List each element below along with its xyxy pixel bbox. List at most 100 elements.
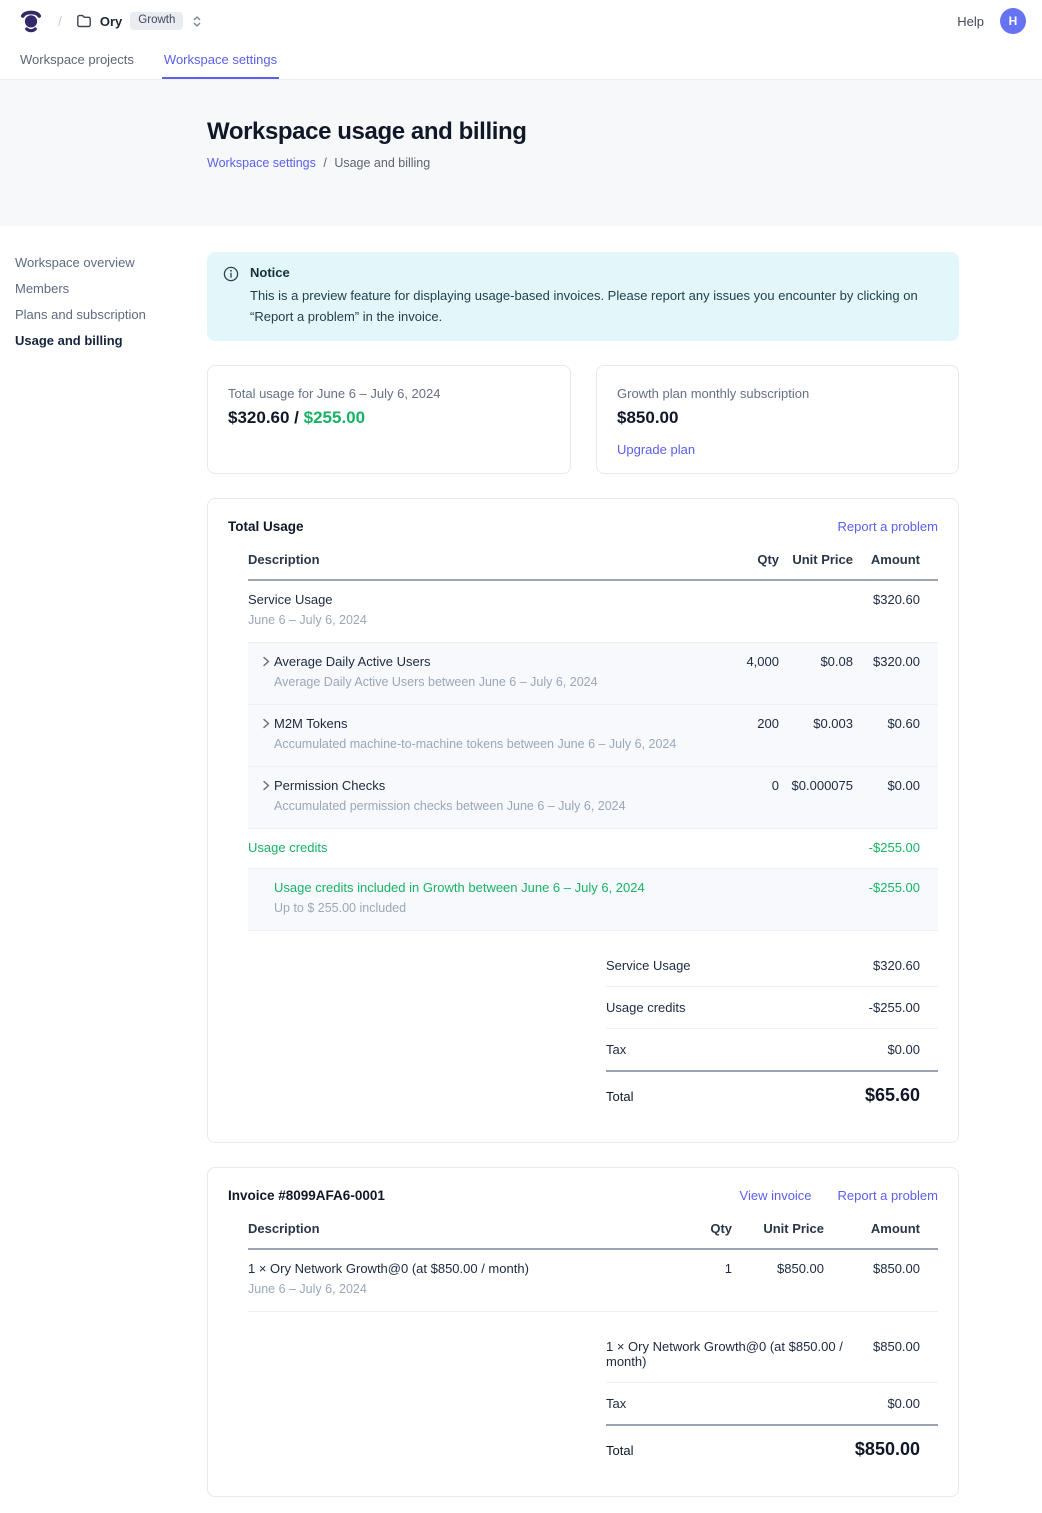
row-subtitle: Up to $ 255.00 included: [274, 901, 689, 917]
row-qty: 0: [689, 778, 779, 794]
report-a-problem-link[interactable]: Report a problem: [838, 519, 938, 534]
summary-row-total: Total $850.00: [606, 1426, 938, 1460]
row-description: 1 × Ory Network Growth@0 (at $850.00 / m…: [248, 1261, 642, 1298]
workspace-name: Ory: [100, 14, 122, 29]
row-unit-price: $0.003: [779, 716, 853, 732]
row-subtitle: Accumulated machine-to-machine tokens be…: [274, 737, 676, 753]
view-invoice-link[interactable]: View invoice: [740, 1188, 812, 1203]
plan-badge: Growth: [130, 12, 183, 30]
report-a-problem-link[interactable]: Report a problem: [838, 1188, 938, 1203]
help-link[interactable]: Help: [957, 14, 984, 29]
notice-banner: Notice This is a preview feature for dis…: [207, 252, 959, 341]
expand-row-button[interactable]: [248, 654, 274, 667]
ory-logo-icon[interactable]: [18, 8, 44, 34]
row-unit-price: $0.08: [779, 654, 853, 670]
table-row-average-daily-active-users: Average Daily Active Users Average Daily…: [248, 643, 938, 705]
summary-value: $850.00: [873, 1339, 938, 1369]
row-title: Permission Checks: [274, 778, 626, 794]
total-usage-card-label: Total usage for June 6 – July 6, 2024: [228, 386, 550, 401]
row-unit-price: $850.00: [732, 1261, 824, 1277]
total-value: $850.00: [855, 1439, 938, 1460]
total-label: Total: [606, 1443, 633, 1458]
row-amount: $850.00: [824, 1261, 938, 1277]
row-description: Usage credits included in Growth between…: [248, 880, 689, 917]
total-label: Total: [606, 1089, 633, 1104]
summary-label: Tax: [606, 1396, 626, 1411]
summary-value: $0.00: [887, 1396, 938, 1411]
user-avatar[interactable]: H: [1000, 8, 1026, 34]
row-unit-price: $0.000075: [779, 778, 853, 794]
plan-card: Growth plan monthly subscription $850.00…: [596, 365, 959, 474]
invoice-panel-header: Invoice #8099AFA6-0001 View invoice Repo…: [228, 1188, 938, 1203]
row-title: Usage credits: [248, 840, 689, 856]
row-description: M2M Tokens Accumulated machine-to-machin…: [248, 716, 689, 753]
sidenav-item-members[interactable]: Members: [15, 282, 187, 295]
expand-row-button[interactable]: [248, 778, 274, 791]
summary-value: $320.60: [873, 958, 938, 973]
content-layout: Workspace overview Members Plans and sub…: [0, 226, 1042, 1513]
notice-title: Notice: [250, 265, 937, 280]
upgrade-plan-link[interactable]: Upgrade plan: [617, 442, 695, 457]
chevron-up-down-icon: [191, 15, 203, 28]
tab-workspace-projects[interactable]: Workspace projects: [18, 42, 136, 79]
invoice-title: Invoice #8099AFA6-0001: [228, 1188, 385, 1203]
page-header: Workspace usage and billing Workspace se…: [0, 80, 1042, 226]
usage-separator: /: [289, 408, 303, 427]
total-usage-panel: Total Usage Report a problem Description…: [207, 498, 959, 1143]
row-description: Service Usage June 6 – July 6, 2024: [248, 592, 689, 629]
plan-card-label: Growth plan monthly subscription: [617, 386, 938, 401]
row-description: Permission Checks Accumulated permission…: [248, 778, 689, 815]
sidenav-item-usage-and-billing[interactable]: Usage and billing: [15, 334, 187, 347]
row-title: Usage credits included in Growth between…: [274, 880, 689, 896]
breadcrumb-link-workspace-settings[interactable]: Workspace settings: [207, 156, 316, 170]
main-content: Notice This is a preview feature for dis…: [207, 226, 959, 1513]
col-description: Description: [248, 1221, 642, 1236]
summary-row-tax: Tax $0.00: [606, 1029, 938, 1072]
tab-workspace-settings[interactable]: Workspace settings: [162, 42, 279, 79]
row-title: Average Daily Active Users: [274, 654, 598, 670]
summary-row-service-usage: Service Usage $320.60: [606, 945, 938, 987]
sidenav-item-plans-and-subscription[interactable]: Plans and subscription: [15, 308, 187, 321]
table-row-usage-credits-included: Usage credits included in Growth between…: [248, 869, 938, 931]
table-row-service-usage: Service Usage June 6 – July 6, 2024 $320…: [248, 581, 938, 643]
expand-row-button[interactable]: [248, 716, 274, 729]
row-subtitle: Accumulated permission checks between Ju…: [274, 799, 626, 815]
col-description: Description: [248, 552, 689, 567]
info-icon: [223, 266, 239, 327]
summary-row-total: Total $65.60: [606, 1072, 938, 1106]
total-value: $65.60: [865, 1085, 938, 1106]
row-amount: $0.00: [853, 778, 938, 794]
invoice-table-header: Description Qty Unit Price Amount: [248, 1221, 938, 1250]
usage-amount: $320.60: [228, 408, 289, 427]
usage-summary: Service Usage $320.60 Usage credits -$25…: [606, 945, 938, 1106]
top-bar: / Ory Growth Help H: [0, 0, 1042, 42]
col-amount: Amount: [824, 1221, 938, 1236]
table-row-invoice-line-item: 1 × Ory Network Growth@0 (at $850.00 / m…: [248, 1250, 938, 1312]
plan-card-value: $850.00: [617, 408, 938, 428]
summary-cards: Total usage for June 6 – July 6, 2024 $3…: [207, 365, 959, 474]
row-amount: -$255.00: [853, 840, 938, 856]
row-title: 1 × Ory Network Growth@0 (at $850.00 / m…: [248, 1261, 642, 1277]
folder-icon: [76, 13, 92, 29]
usage-table-header: Description Qty Unit Price Amount: [248, 552, 938, 581]
sidenav-item-workspace-overview[interactable]: Workspace overview: [15, 256, 187, 269]
breadcrumb-separator: /: [58, 13, 62, 29]
summary-row-usage-credits: Usage credits -$255.00: [606, 987, 938, 1029]
row-subtitle: June 6 – July 6, 2024: [248, 1282, 642, 1298]
summary-label: Service Usage: [606, 958, 691, 973]
total-usage-panel-title: Total Usage: [228, 519, 304, 534]
col-amount: Amount: [853, 552, 938, 567]
summary-label: Usage credits: [606, 1000, 685, 1015]
row-amount: $0.60: [853, 716, 938, 732]
col-qty: Qty: [642, 1221, 732, 1236]
total-usage-card: Total usage for June 6 – July 6, 2024 $3…: [207, 365, 571, 474]
summary-value: -$255.00: [869, 1000, 938, 1015]
summary-label: 1 × Ory Network Growth@0 (at $850.00 / m…: [606, 1339, 873, 1369]
invoice-panel: Invoice #8099AFA6-0001 View invoice Repo…: [207, 1167, 959, 1497]
invoice-table: Description Qty Unit Price Amount 1 × Or…: [248, 1221, 938, 1460]
col-unit-price: Unit Price: [732, 1221, 824, 1236]
workspace-switcher[interactable]: Ory Growth: [76, 12, 203, 30]
workspace-tabs: Workspace projects Workspace settings: [0, 42, 1042, 80]
summary-label: Tax: [606, 1042, 626, 1057]
table-row-usage-credits: Usage credits -$255.00: [248, 829, 938, 869]
